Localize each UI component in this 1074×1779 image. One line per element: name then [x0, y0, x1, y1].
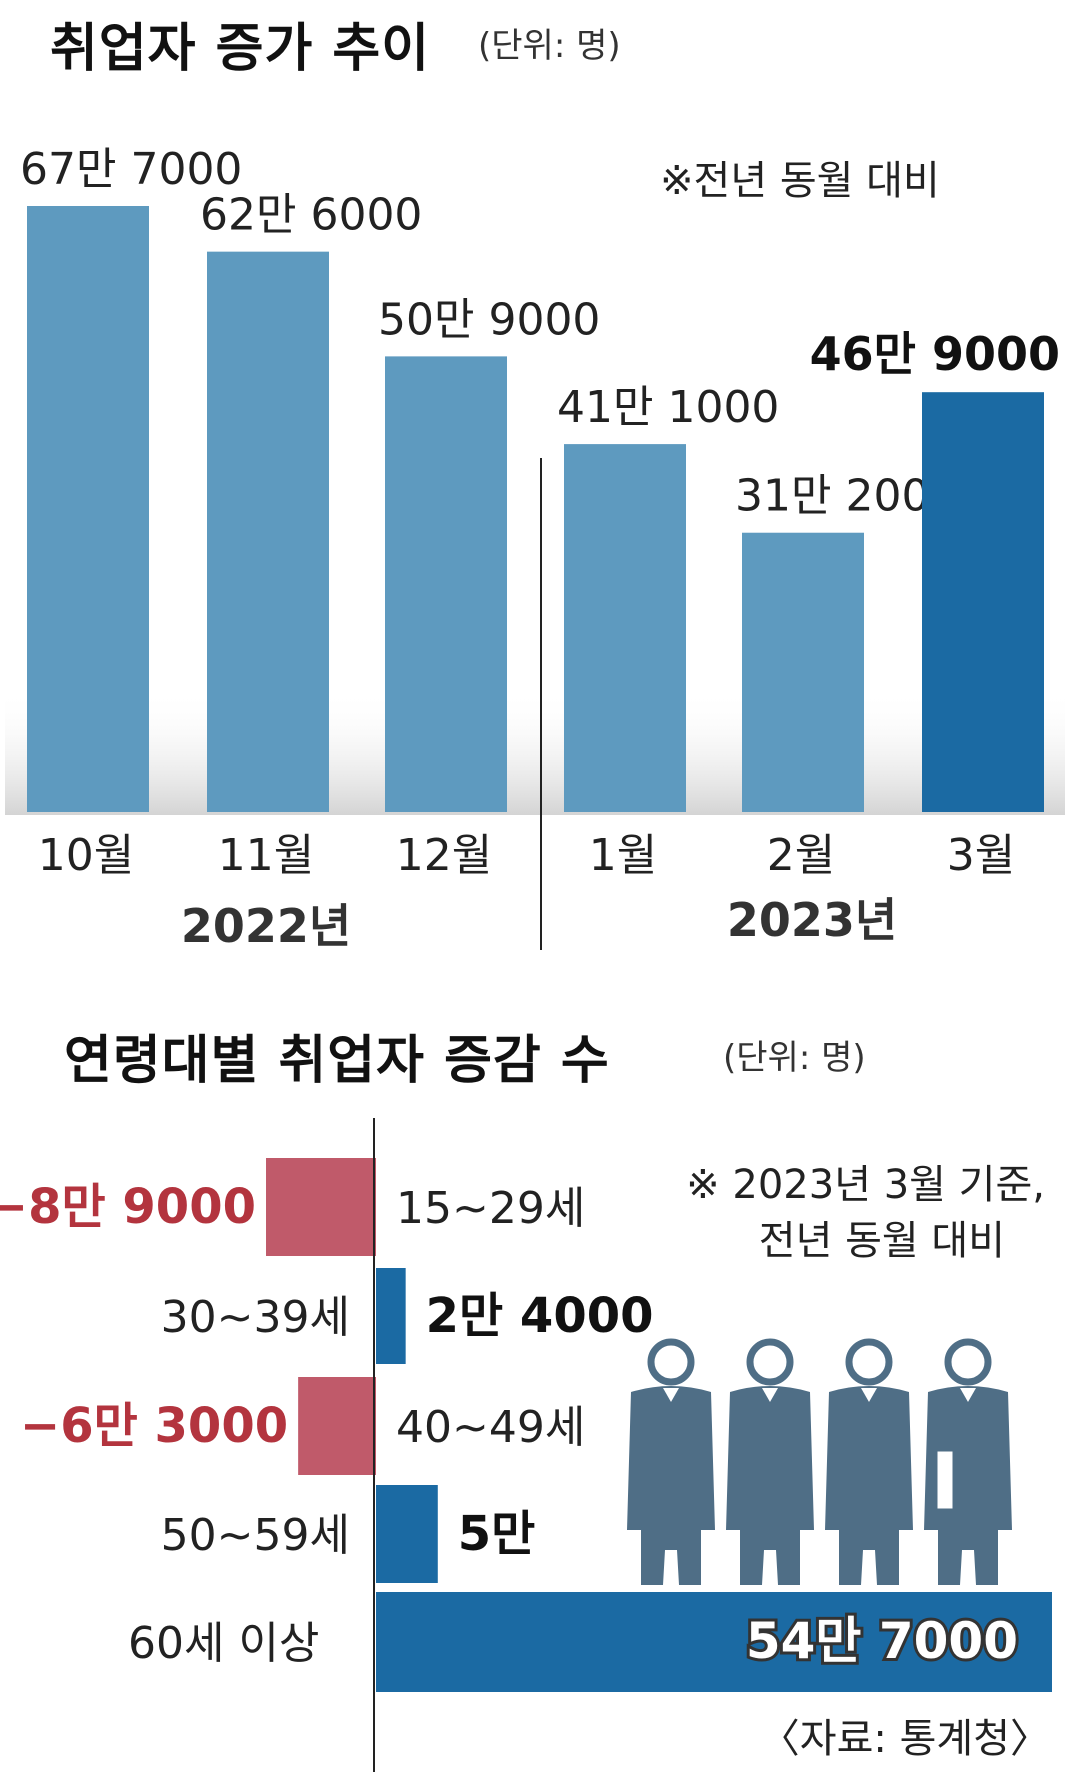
chart2-unit: (단위: 명) — [723, 1038, 866, 1078]
category-label-50~59세: 50~59세 — [161, 1510, 350, 1561]
employment-trend-chart: 67만 7000 10월 62만 6000 11월 50만 9000 12월 41만 100… — [5, 144, 1065, 953]
bar-2월 — [742, 532, 864, 812]
chart1-note: ※전년 동월 대비 — [660, 158, 940, 204]
person-figure-2 — [726, 1338, 814, 1585]
bar-30~39세 — [376, 1268, 406, 1364]
value-label-60세 이상: 54만 7000 — [746, 1612, 1018, 1670]
bar-60세 이상 — [376, 1592, 1052, 1692]
bar-15~29세 — [266, 1158, 376, 1256]
value-label-3월: 46만 9000 — [810, 327, 1060, 381]
category-label-40~49세: 40~49세 — [396, 1402, 585, 1453]
people-illustration — [627, 1338, 1012, 1585]
category-label-15~29세: 15~29세 — [396, 1183, 585, 1234]
bar-12월 — [385, 356, 507, 812]
category-label-10월: 10월 — [38, 830, 134, 881]
bar-11월 — [207, 251, 329, 813]
chart1-floor-shade — [5, 690, 1065, 815]
chart2-source: 〈자료: 통계청〉 — [759, 1716, 1050, 1762]
chart1-title: 취업자 증가 추이 — [50, 19, 431, 79]
age-group-change-chart: −8만 9000 15~29세 30~39세 2만 4000 −6만 3000 40~49… — [0, 1118, 1052, 1772]
value-label-15~29세: −8만 9000 — [0, 1179, 256, 1235]
person-figure-3 — [825, 1338, 913, 1585]
value-label-12월: 50만 9000 — [378, 294, 600, 345]
bar-50~59세 — [376, 1485, 438, 1583]
bar-3월 — [922, 392, 1044, 812]
year-label-2022: 2022년 — [181, 899, 351, 953]
bar-1월 — [564, 444, 686, 812]
person-figure-1 — [627, 1338, 715, 1585]
category-label-3월: 3월 — [947, 830, 1015, 881]
value-label-30~39세: 2만 4000 — [426, 1288, 654, 1344]
bar-10월 — [27, 206, 149, 812]
value-label-11월: 62만 6000 — [200, 190, 422, 241]
chart2-note-line1: ※ 2023년 3월 기준, — [686, 1162, 1045, 1208]
category-label-30~39세: 30~39세 — [161, 1292, 350, 1343]
bar-40~49세 — [298, 1377, 376, 1475]
value-label-1월: 41만 1000 — [557, 382, 779, 433]
year-label-2023: 2023년 — [727, 893, 897, 947]
chart1-unit: (단위: 명) — [478, 26, 621, 66]
category-label-12월: 12월 — [396, 830, 492, 881]
chart2-title: 연령대별 취업자 증감 수 — [64, 1031, 610, 1091]
category-label-1월: 1월 — [589, 830, 657, 881]
category-label-60세 이상: 60세 이상 — [128, 1618, 319, 1669]
chart2-note-line2: 전년 동월 대비 — [758, 1218, 1005, 1264]
value-label-50~59세: 5만 — [458, 1506, 536, 1562]
category-label-11월: 11월 — [218, 830, 314, 881]
value-label-40~49세: −6만 3000 — [20, 1398, 288, 1454]
person-figure-4 — [924, 1338, 1012, 1585]
category-label-2월: 2월 — [767, 830, 835, 881]
value-label-10월: 67만 7000 — [20, 144, 242, 195]
value-label-2월: 31만 2000 — [735, 471, 957, 522]
